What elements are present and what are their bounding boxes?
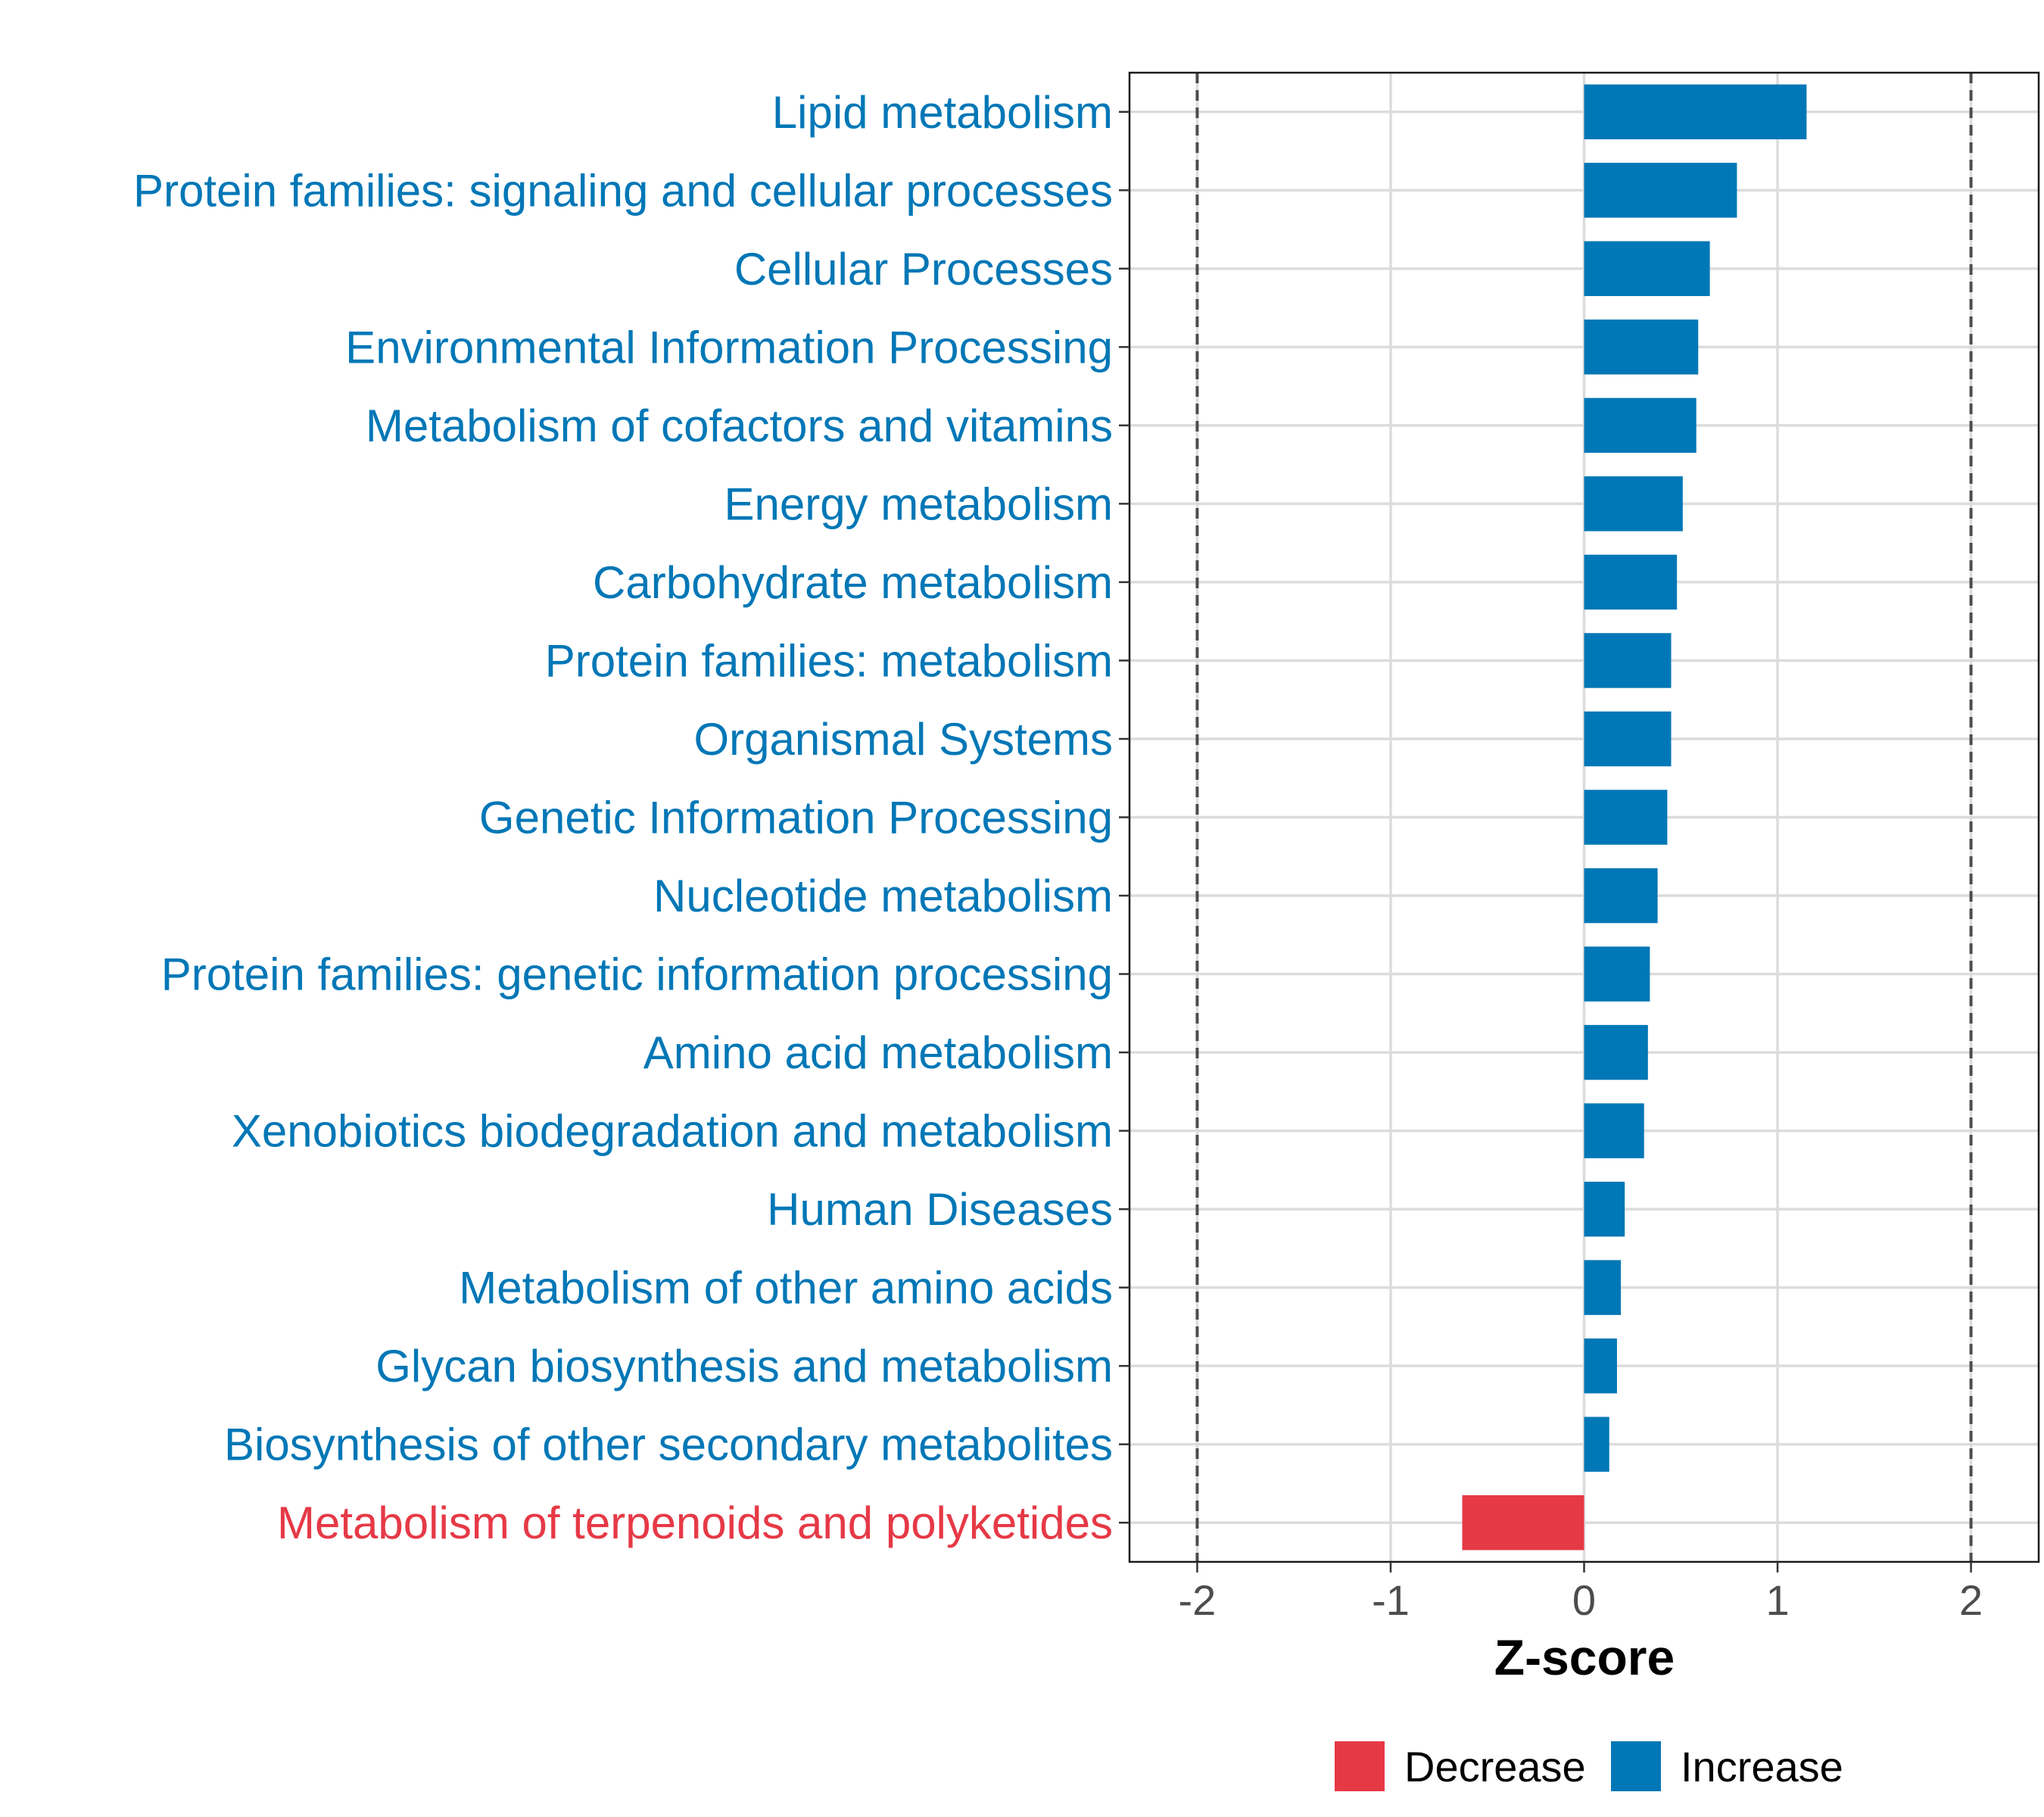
bar — [1584, 84, 1807, 139]
bar — [1584, 946, 1650, 1002]
reference-lines — [1195, 73, 1973, 1562]
bars — [1462, 84, 1807, 1551]
x-tick-label: 1 — [1765, 1576, 1789, 1624]
x-axis-ticks: -2 -1 0 1 2 — [1179, 1562, 1983, 1624]
x-tick-label: -1 — [1372, 1576, 1410, 1624]
legend-swatch — [1335, 1741, 1385, 1791]
bar — [1584, 633, 1672, 688]
y-tick-label: Protein families: signaling and cellular… — [133, 165, 1113, 216]
y-tick-label: Carbohydrate metabolism — [593, 557, 1113, 608]
x-axis-title: Z-score — [1494, 1629, 1675, 1685]
bar — [1584, 476, 1683, 531]
bar — [1584, 397, 1697, 453]
y-tick-label: Human Diseases — [767, 1184, 1113, 1235]
y-tick-label: Energy metabolism — [724, 478, 1113, 529]
y-tick-label: Organismal Systems — [694, 714, 1113, 765]
y-axis-ticks: Lipid metabolism Protein families: signal… — [133, 87, 1129, 1548]
y-tick-label: Metabolism of terpenoids and polyketides — [277, 1498, 1113, 1548]
legend-label: Increase — [1681, 1743, 1843, 1791]
bar — [1584, 1417, 1609, 1472]
bar — [1584, 1260, 1622, 1315]
y-tick-label: Protein families: metabolism — [545, 635, 1113, 686]
bar — [1584, 1338, 1617, 1394]
y-tick-label: Metabolism of cofactors and vitamins — [366, 400, 1113, 451]
x-tick-label: -2 — [1179, 1576, 1217, 1624]
y-tick-label: Nucleotide metabolism — [653, 871, 1113, 921]
y-tick-label: Environmental Information Processing — [345, 322, 1113, 372]
y-tick-label: Protein families: genetic information pr… — [161, 949, 1113, 1000]
bar — [1584, 241, 1710, 297]
y-tick-label: Cellular Processes — [734, 244, 1113, 295]
y-tick-label: Lipid metabolism — [772, 87, 1113, 138]
bar — [1462, 1495, 1584, 1551]
y-tick-label: Biosynthesis of other secondary metaboli… — [224, 1420, 1113, 1470]
bar — [1584, 1024, 1648, 1080]
legend: Decrease Increase — [1335, 1741, 1843, 1791]
bar — [1584, 790, 1668, 845]
y-tick-label: Glycan biosynthesis and metabolism — [375, 1341, 1113, 1392]
bar — [1584, 319, 1699, 375]
bar — [1584, 163, 1737, 218]
bar — [1584, 868, 1658, 924]
x-tick-label: 0 — [1572, 1576, 1596, 1624]
bar — [1584, 554, 1678, 610]
y-tick-label: Metabolism of other amino acids — [459, 1263, 1113, 1314]
x-tick-label: 2 — [1959, 1576, 1983, 1624]
y-tick-label: Genetic Information Processing — [479, 793, 1113, 843]
legend-swatch — [1611, 1741, 1661, 1791]
bar — [1584, 1103, 1644, 1158]
legend-label: Decrease — [1404, 1743, 1586, 1791]
y-tick-label: Xenobiotics biodegradation and metabolis… — [232, 1106, 1113, 1157]
y-tick-label: Amino acid metabolism — [643, 1027, 1113, 1078]
bar — [1584, 711, 1672, 767]
bar — [1584, 1181, 1625, 1237]
